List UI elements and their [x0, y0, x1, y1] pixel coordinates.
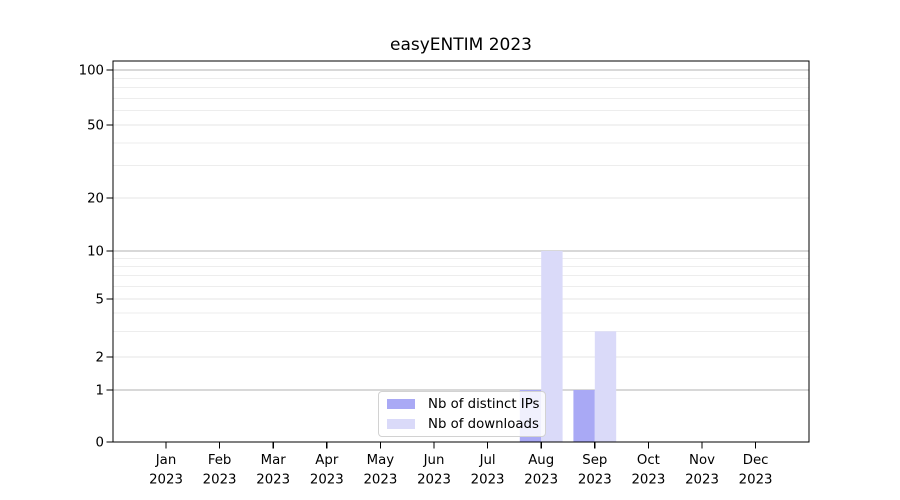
bar-sep-distinct-ips [573, 390, 595, 442]
legend-label-distinct-ips: Nb of distinct IPs [428, 396, 540, 412]
y-tick-label: 5 [96, 293, 104, 308]
y-tick-label: 10 [87, 245, 104, 260]
y-tick-label: 20 [87, 192, 104, 207]
legend-label-downloads: Nb of downloads [428, 416, 539, 432]
bar-aug-downloads [541, 251, 563, 442]
y-tick-label: 2 [96, 351, 104, 366]
legend: Nb of distinct IPs Nb of downloads [378, 391, 546, 437]
chart-title: easyENTIM 2023 [390, 35, 532, 55]
x-tick-label-jun: Jun 2023 [417, 453, 451, 488]
y-tick-label: 50 [87, 119, 104, 134]
x-tick-label-apr: Apr 2023 [310, 453, 344, 488]
x-tick-label-nov: Nov 2023 [685, 453, 719, 488]
legend-swatch-downloads [387, 419, 415, 429]
y-tick-label: 100 [79, 64, 104, 79]
y-tick-label: 0 [96, 436, 104, 451]
x-tick-label-jul: Jul 2023 [471, 453, 505, 488]
x-tick-label-oct: Oct 2023 [631, 453, 665, 488]
x-tick-label-mar: Mar 2023 [256, 453, 290, 488]
x-tick-label-dec: Dec 2023 [739, 453, 773, 488]
x-tick-label-may: May 2023 [363, 453, 397, 488]
legend-item-distinct-ips: Nb of distinct IPs [387, 397, 545, 412]
legend-swatch-distinct-ips [387, 399, 415, 409]
legend-item-downloads: Nb of downloads [387, 417, 545, 432]
bar-sep-downloads [594, 331, 617, 442]
y-tick-label: 1 [96, 384, 104, 399]
x-tick-label-sep: Sep 2023 [578, 453, 612, 488]
x-tick-label-aug: Aug 2023 [524, 453, 558, 488]
x-tick-label-jan: Jan 2023 [149, 453, 183, 488]
x-tick-label-feb: Feb 2023 [203, 453, 237, 488]
